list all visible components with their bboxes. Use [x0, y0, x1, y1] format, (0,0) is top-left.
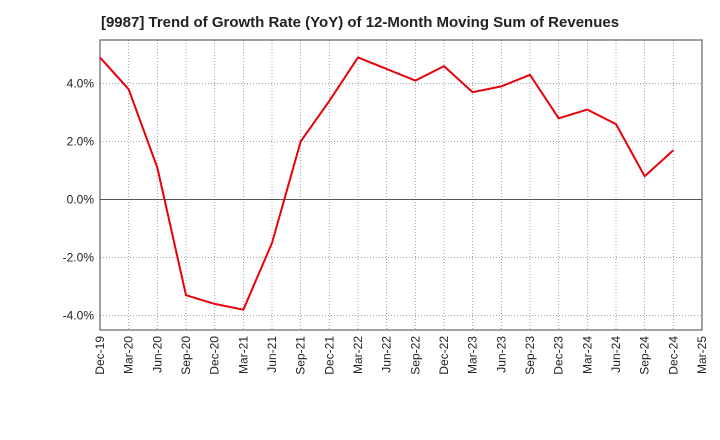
series-line	[99, 56, 675, 311]
y-tick-label: -2.0%	[63, 251, 95, 265]
y-tick-label: 2.0%	[67, 135, 95, 149]
x-tick-label: Jun-24	[609, 336, 623, 373]
x-tick-label: Mar-25	[695, 336, 709, 374]
x-tick-label: Mar-20	[122, 336, 136, 374]
chart-title: [9987] Trend of Growth Rate (YoY) of 12-…	[100, 14, 620, 31]
x-tick-label: Jun-22	[380, 336, 394, 373]
series-layer	[99, 56, 675, 311]
x-tick-label: Mar-23	[466, 336, 480, 374]
x-tick-label: Dec-24	[666, 336, 680, 375]
x-tick-label: Sep-22	[408, 336, 422, 375]
x-tick-label: Mar-22	[351, 336, 365, 374]
x-tick-label: Dec-20	[208, 336, 222, 375]
x-tick-label: Jun-23	[494, 336, 508, 373]
x-tick-label: Jun-21	[265, 336, 279, 373]
x-tick-label: Sep-20	[179, 336, 193, 375]
x-tick-label: Mar-21	[236, 336, 250, 374]
x-tick-label: Dec-19	[93, 336, 107, 375]
plot-frame	[99, 39, 703, 331]
x-tick-label: Mar-24	[580, 336, 594, 374]
y-tick-label: 4.0%	[67, 77, 95, 91]
x-tick-label: Sep-24	[638, 336, 652, 375]
x-tick-label: Dec-21	[322, 336, 336, 375]
y-tick-label: -4.0%	[63, 309, 95, 323]
y-tick-label: 0.0%	[67, 193, 95, 207]
x-axis-ticks: Dec-19 Mar-20 Jun-20 Sep-20 Dec-20 Mar-21 Jun-…	[93, 336, 709, 375]
y-axis-ticks: -4.0% -2.0% 0.0% 2.0% 4.0%	[63, 77, 95, 323]
plot-area-frame	[99, 39, 703, 331]
grid-lines	[99, 40, 703, 330]
x-tick-label: Jun-20	[150, 336, 164, 373]
x-tick-label: Dec-22	[437, 336, 451, 375]
x-tick-label: Sep-21	[294, 336, 308, 375]
x-tick-label: Sep-23	[523, 336, 537, 375]
x-tick-label: Dec-23	[552, 336, 566, 375]
